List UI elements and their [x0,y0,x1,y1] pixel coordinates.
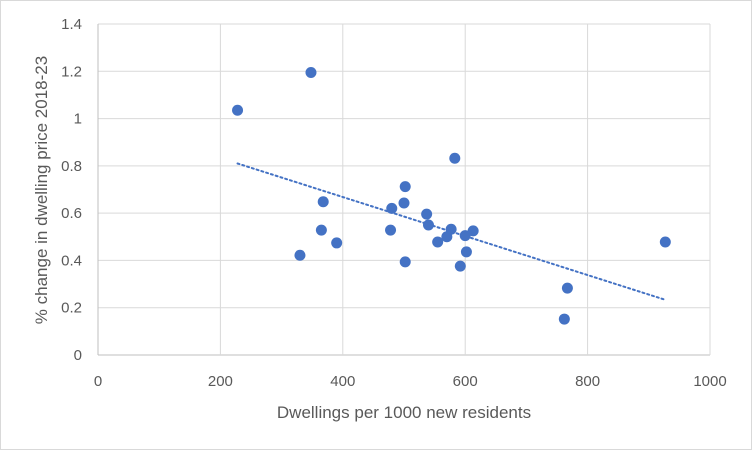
data-point [331,237,343,249]
x-tick-label: 1000 [693,373,726,390]
data-point [386,202,398,214]
trendline-group [236,162,666,301]
data-point [305,66,317,78]
gridlines [97,23,711,356]
data-point [422,219,434,231]
x-axis-label: Dwellings per 1000 new residents [277,403,531,422]
x-tick-label: 600 [453,373,478,390]
y-tick-label: 0 [74,347,82,364]
y-axis-label: % change in dwelling price 2018-23 [32,56,51,324]
data-point [445,223,457,235]
x-axis-ticks: 0 200 400 600 800 1000 [94,373,727,390]
data-point [454,260,466,272]
y-tick-label: 0.8 [61,158,82,175]
y-tick-label: 1.4 [61,16,82,33]
y-tick-label: 1.2 [61,63,82,80]
data-point [294,249,306,261]
y-tick-label: 0.4 [61,252,82,269]
data-point [432,236,444,248]
data-points [232,66,671,325]
data-point [459,230,471,242]
trendline [236,162,666,301]
data-point [449,152,461,164]
data-point [399,181,411,193]
data-point [398,197,410,209]
data-point [460,246,472,258]
data-point [467,225,479,237]
data-point [385,224,397,236]
data-point [558,313,570,325]
data-point [421,208,433,220]
y-tick-label: 0.6 [61,205,82,222]
data-point [315,224,327,236]
x-tick-label: 200 [208,373,233,390]
x-tick-label: 400 [330,373,355,390]
data-point [561,282,573,294]
data-point [317,196,329,208]
y-tick-label: 0.2 [61,300,82,317]
data-point [659,236,671,248]
x-tick-label: 0 [94,373,102,390]
y-axis-ticks: 0 0.2 0.4 0.6 0.8 1 1.2 1.4 [61,16,82,364]
data-point [399,256,411,268]
y-tick-label: 1 [74,111,82,128]
x-tick-label: 800 [575,373,600,390]
data-point [232,104,244,116]
